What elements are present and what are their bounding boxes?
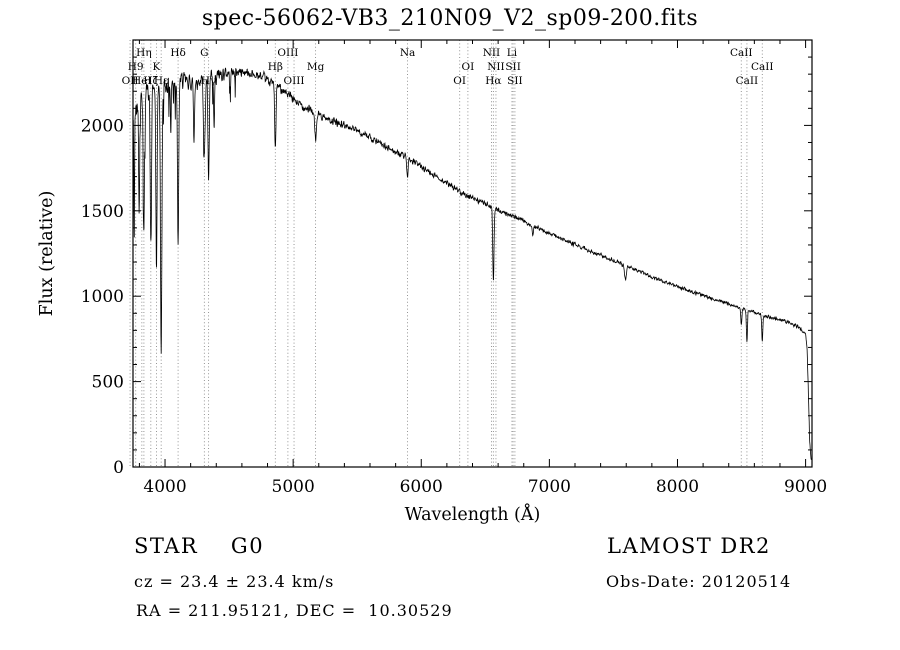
object-classification: STAR G0 (134, 534, 265, 558)
spectral-line-label: Hα (485, 75, 501, 87)
observation-date: Obs-Date: 20120514 (606, 572, 792, 591)
spectral-line-label: SII (505, 61, 521, 73)
x-tick-label: 5000 (272, 477, 315, 497)
spectral-line-label: SII (507, 75, 523, 87)
spectral-line-label: OIII (284, 75, 305, 87)
coordinates: RA = 211.95121, DEC = 10.30529 (136, 601, 453, 620)
spectral-line-label: NII (483, 47, 500, 59)
spectral-line-label: Hη (136, 47, 151, 59)
spectral-line-label: Hζ (143, 75, 158, 87)
spectral-line-label: Hβ (268, 61, 283, 73)
x-tick-label: 7000 (528, 477, 571, 497)
spectral-line-label: H9 (128, 61, 144, 73)
spectral-line-label: NII (487, 61, 504, 73)
spectral-line-label: G (200, 47, 208, 59)
spectrum-line (132, 67, 813, 461)
spectral-line-label: OII (122, 75, 139, 87)
plot-title: spec-56062-VB3_210N09_V2_sp09-200.fits (201, 6, 699, 31)
y-tick-label: 2000 (81, 116, 124, 136)
y-tick-label: 1500 (81, 202, 124, 222)
y-tick-label: 500 (92, 373, 124, 393)
spectral-line-label: OI (462, 61, 475, 73)
y-tick-label: 0 (113, 458, 124, 478)
spectral-line-label: Mg (307, 61, 325, 73)
spectral-line-label: CaII (736, 75, 759, 87)
x-tick-label: 9000 (784, 477, 827, 497)
spectral-line-label: K (153, 61, 161, 73)
survey-release: LAMOST DR2 (607, 534, 771, 558)
y-axis-title: Flux (relative) (37, 191, 57, 317)
spectral-line-label: Na (400, 47, 415, 59)
spectral-line-label: Li (507, 47, 518, 59)
plot-frame (132, 39, 813, 468)
x-tick-label: 4000 (143, 477, 186, 497)
spectral-line-label: Hδ (170, 47, 185, 59)
spectral-line-label: OIII (277, 47, 298, 59)
x-axis-title: Wavelength (Å) (405, 504, 541, 525)
x-tick-label: 6000 (400, 477, 443, 497)
spectral-line-label: Hγ (201, 75, 216, 87)
spectral-line-label: OI (453, 75, 466, 87)
spectral-line-label: CaII (751, 61, 774, 73)
y-tick-label: 1000 (81, 287, 124, 307)
spectral-line-label: CaII (730, 47, 753, 59)
x-tick-label: 8000 (656, 477, 699, 497)
radial-velocity: cz = 23.4 ± 23.4 km/s (134, 572, 335, 591)
